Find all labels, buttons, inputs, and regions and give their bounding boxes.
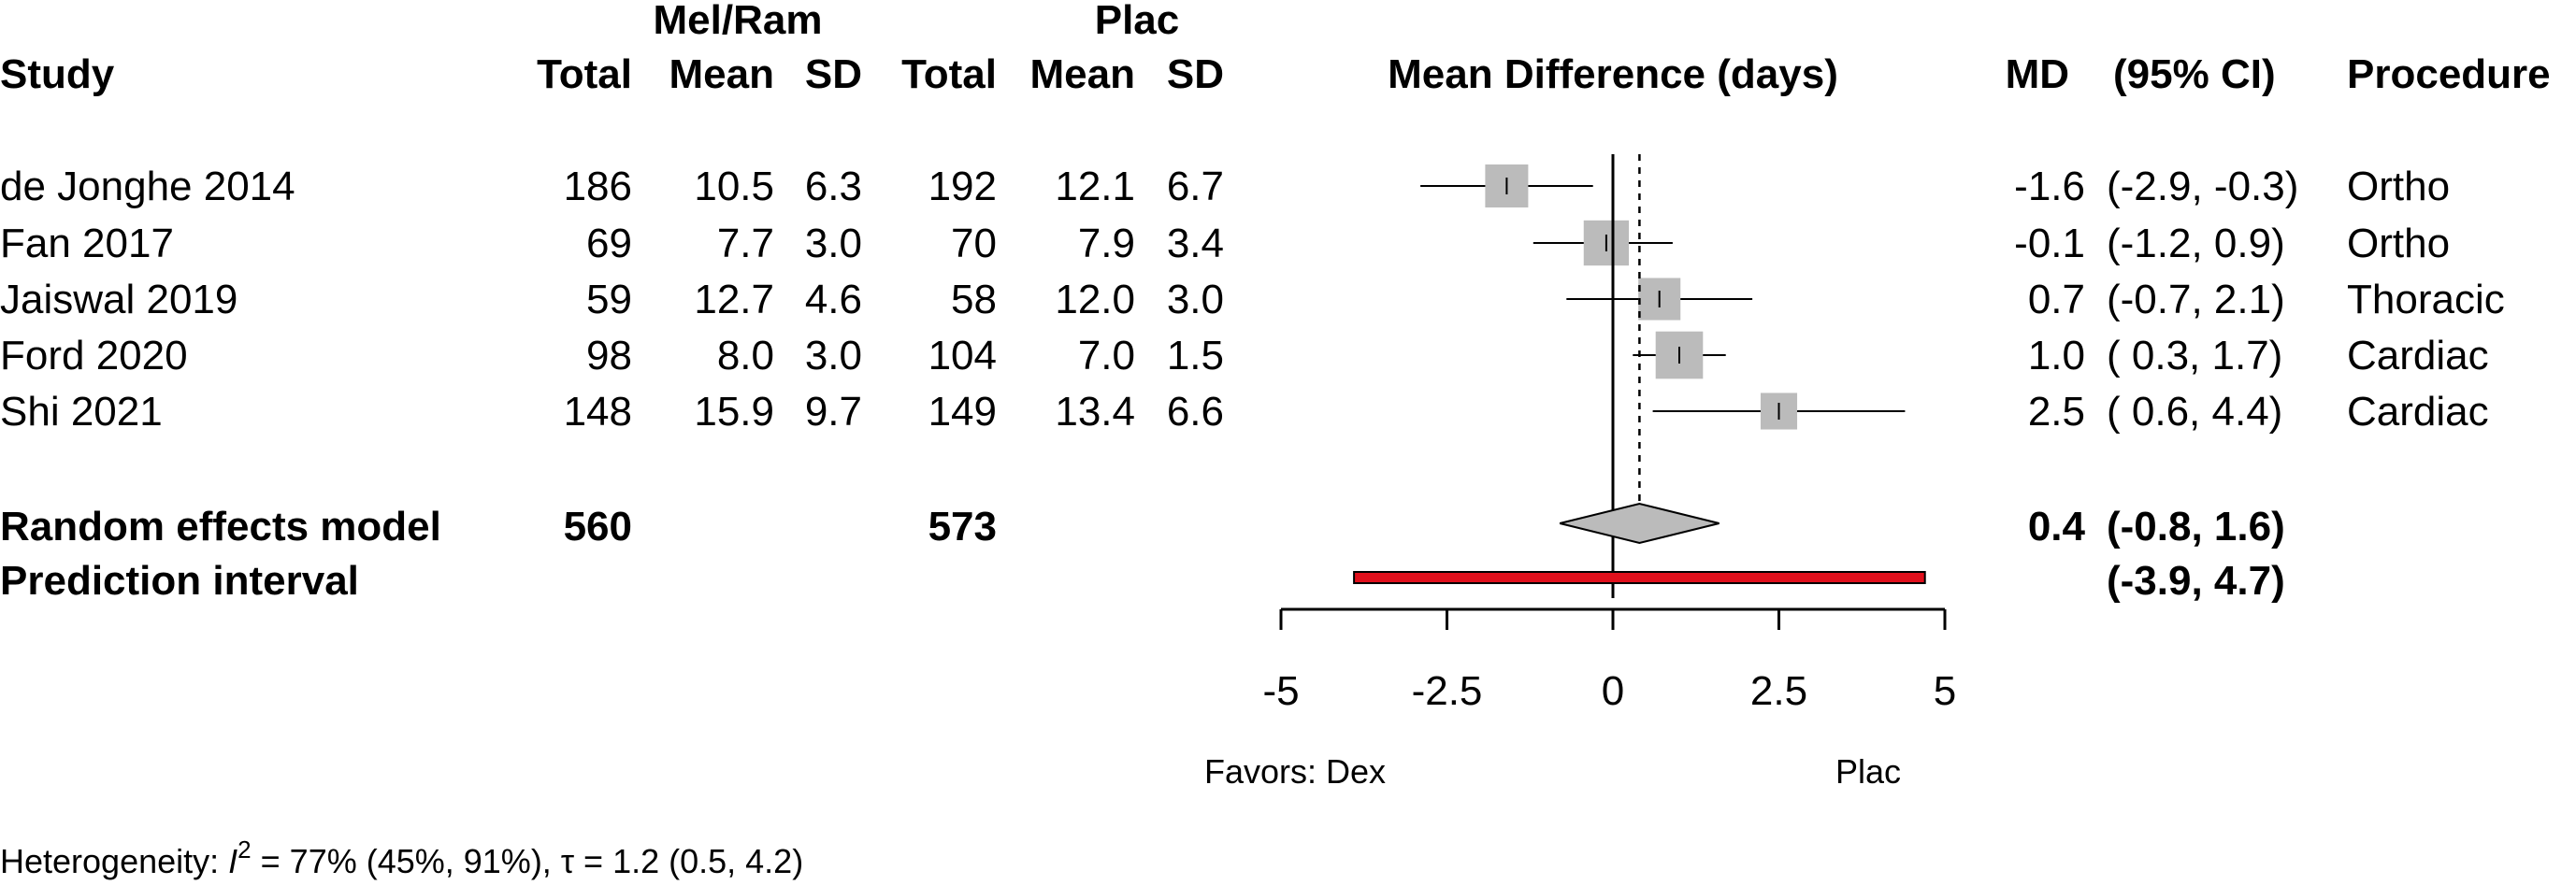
study-mean-1: 10.5 xyxy=(694,164,774,209)
study-row: Ford 2020 98 8.0 3.0 104 7.0 1.5 1.0 ( 0.3, 1.7)… xyxy=(0,331,2489,379)
study-row: Fan 2017 69 7.7 3.0 70 7.9 3.4 -0.1 (-1.2, 0.9) O… xyxy=(0,220,2450,266)
study-row: Shi 2021 148 15.9 9.7 149 13.4 6.6 2.5 ( 0.6, 4.… xyxy=(0,389,2489,435)
i2-superscript: 2 xyxy=(237,835,251,864)
study-ci: ( 0.6, 4.4) xyxy=(2107,389,2282,435)
prediction-label: Prediction interval xyxy=(0,558,359,604)
study-total-1: 148 xyxy=(564,389,632,435)
study-name: Fan 2017 xyxy=(0,221,174,266)
study-mean-1: 7.7 xyxy=(717,221,774,266)
study-procedure: Cardiac xyxy=(2347,333,2489,378)
study-procedure: Cardiac xyxy=(2347,389,2489,435)
x-axis: -5 -2.5 0 2.5 5 xyxy=(1262,607,1956,714)
header-ci: (95% CI) xyxy=(2113,51,2276,97)
study-sd-1: 6.3 xyxy=(805,164,862,209)
summary-diamond xyxy=(1559,502,1720,545)
study-sd-2: 3.0 xyxy=(1167,277,1224,322)
study-sd-2: 1.5 xyxy=(1167,333,1224,378)
summary-label: Random effects model xyxy=(0,504,441,550)
header-study: Study xyxy=(0,51,115,97)
study-total-1: 98 xyxy=(586,333,632,378)
prediction-ci: (-3.9, 4.7) xyxy=(2107,558,2285,604)
study-sd-1: 3.0 xyxy=(805,333,862,378)
study-total-2: 70 xyxy=(951,221,997,266)
study-name: de Jonghe 2014 xyxy=(0,164,295,209)
i2-symbol: I xyxy=(228,842,237,880)
header-procedure: Procedure xyxy=(2347,51,2551,97)
x-axis-tick-label: 2.5 xyxy=(1750,668,1807,714)
summary-total-2: 573 xyxy=(928,504,997,550)
study-total-2: 192 xyxy=(928,164,997,209)
study-sd-1: 4.6 xyxy=(805,277,862,322)
x-axis-tick-label: 5 xyxy=(1934,668,1956,714)
study-md: 0.7 xyxy=(2028,277,2085,322)
heterogeneity-prefix: Heterogeneity: xyxy=(0,842,228,880)
study-mean-2: 13.4 xyxy=(1055,389,1135,435)
summary-md: 0.4 xyxy=(2028,504,2086,550)
header-md: MD xyxy=(2006,51,2069,97)
study-mean-2: 7.0 xyxy=(1078,333,1135,378)
prediction-interval-bar xyxy=(1353,571,1926,584)
study-total-2: 149 xyxy=(928,389,997,435)
study-sd-1: 9.7 xyxy=(805,389,862,435)
study-name: Shi 2021 xyxy=(0,389,163,435)
study-name: Ford 2020 xyxy=(0,333,188,378)
study-mean-1: 12.7 xyxy=(694,277,774,322)
study-name: Jaiswal 2019 xyxy=(0,277,237,322)
header-mean-difference: Mean Difference (days) xyxy=(1388,51,1838,97)
summary-ci: (-0.8, 1.6) xyxy=(2107,504,2285,550)
study-total-2: 104 xyxy=(928,333,997,378)
tau-symbol: τ xyxy=(561,842,574,880)
header-group-plac: Plac xyxy=(1095,0,1180,43)
study-row: Jaiswal 2019 59 12.7 4.6 58 12.0 3.0 0.7 (-0.7, … xyxy=(0,277,2505,322)
header-total-2: Total xyxy=(901,51,997,97)
i2-value: = 77% (45%, 91%), xyxy=(252,842,561,880)
header-mean-1: Mean xyxy=(669,51,774,97)
study-md: 1.0 xyxy=(2028,333,2085,378)
column-headers: Mel/Ram Plac Study Total Mean SD Total M… xyxy=(0,0,2551,97)
study-row: de Jonghe 2014 186 10.5 6.3 192 12.1 6.7 -1.6 (-… xyxy=(0,164,2450,209)
study-procedure: Ortho xyxy=(2347,164,2450,209)
header-sd-1: SD xyxy=(805,51,862,97)
study-mean-1: 15.9 xyxy=(694,389,774,435)
study-mean-1: 8.0 xyxy=(717,333,774,378)
study-sd-2: 6.7 xyxy=(1167,164,1224,209)
heterogeneity-text: Heterogeneity: I2 = 77% (45%, 91%), τ = … xyxy=(0,835,803,880)
study-md: -0.1 xyxy=(2014,221,2085,266)
study-ci: (-1.2, 0.9) xyxy=(2107,221,2285,266)
summary-rows: Random effects model 560 573 0.4 (-0.8, … xyxy=(0,502,2285,604)
study-mean-2: 12.1 xyxy=(1055,164,1135,209)
x-axis-tick-label: -5 xyxy=(1262,668,1299,714)
study-ci: (-2.9, -0.3) xyxy=(2107,164,2298,209)
summary-total-1: 560 xyxy=(564,504,632,550)
header-sd-2: SD xyxy=(1167,51,1224,97)
study-ci: ( 0.3, 1.7) xyxy=(2107,333,2282,378)
tau-value: = 1.2 (0.5, 4.2) xyxy=(574,842,803,880)
study-mean-2: 12.0 xyxy=(1055,277,1135,322)
study-sd-2: 6.6 xyxy=(1167,389,1224,435)
study-total-1: 186 xyxy=(564,164,632,209)
favors-left-label: Favors: Dex xyxy=(1204,752,1386,791)
study-procedure: Thoracic xyxy=(2347,277,2505,322)
header-total-1: Total xyxy=(537,51,632,97)
study-ci: (-0.7, 2.1) xyxy=(2107,277,2285,322)
study-total-2: 58 xyxy=(951,277,997,322)
study-md: 2.5 xyxy=(2028,389,2085,435)
study-procedure: Ortho xyxy=(2347,221,2450,266)
study-total-1: 69 xyxy=(586,221,632,266)
study-md: -1.6 xyxy=(2014,164,2085,209)
study-rows: de Jonghe 2014 186 10.5 6.3 192 12.1 6.7 -1.6 (-… xyxy=(0,164,2505,435)
study-total-1: 59 xyxy=(586,277,632,322)
favors-right-label: Plac xyxy=(1835,752,1901,791)
study-sd-1: 3.0 xyxy=(805,221,862,266)
header-group-mel-ram: Mel/Ram xyxy=(654,0,823,43)
study-sd-2: 3.4 xyxy=(1167,221,1224,266)
header-mean-2: Mean xyxy=(1030,51,1135,97)
x-axis-tick-label: -2.5 xyxy=(1412,668,1483,714)
x-axis-tick-label: 0 xyxy=(1602,668,1624,714)
study-mean-2: 7.9 xyxy=(1078,221,1135,266)
